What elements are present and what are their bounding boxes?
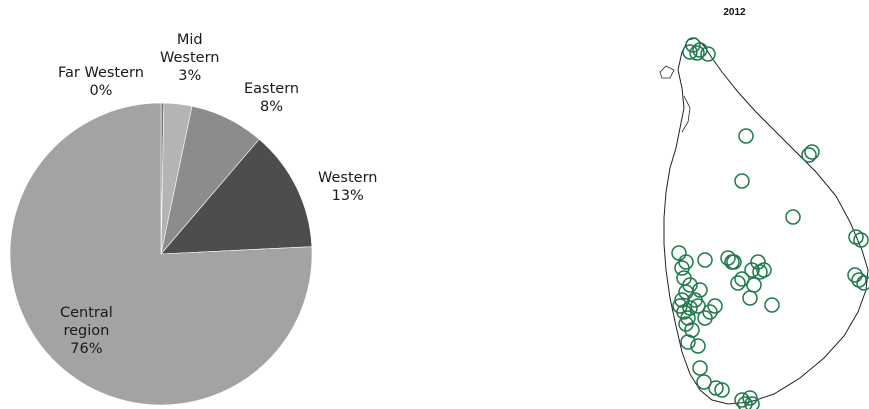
map-marker bbox=[847, 267, 863, 283]
map-marker bbox=[730, 275, 746, 291]
map-marker bbox=[697, 252, 713, 268]
pie-label-eastern: Eastern 8% bbox=[244, 81, 300, 115]
map-title: 2012 bbox=[723, 7, 746, 18]
map-marker bbox=[671, 245, 687, 261]
map-marker bbox=[680, 334, 696, 350]
map-marker bbox=[700, 46, 716, 62]
map-marker bbox=[692, 282, 708, 298]
pie-label-mid-western: Mid Western 3% bbox=[160, 32, 220, 84]
map-marker bbox=[804, 144, 820, 160]
pie-chart bbox=[9, 102, 313, 406]
pie-label-central-region: Central region 76% bbox=[60, 305, 113, 357]
map-marker bbox=[734, 271, 750, 287]
pie-label-far-western: Far Western 0% bbox=[58, 65, 144, 99]
map-marker bbox=[678, 316, 694, 332]
sri-lanka-map bbox=[659, 37, 869, 409]
map-marker bbox=[785, 209, 801, 225]
map-marker bbox=[851, 272, 867, 288]
map-marker bbox=[707, 298, 723, 314]
map-marker bbox=[750, 254, 766, 270]
coastline-outline bbox=[663, 37, 869, 405]
map-marker bbox=[696, 374, 712, 390]
map-marker bbox=[674, 292, 690, 308]
coastline-peninsula bbox=[659, 65, 691, 133]
map-marker bbox=[853, 232, 869, 248]
map-marker bbox=[702, 304, 718, 320]
map-marker bbox=[724, 254, 740, 270]
map-marker bbox=[738, 128, 754, 144]
map-marker bbox=[692, 360, 708, 376]
map-marker bbox=[690, 298, 706, 314]
map-marker bbox=[690, 338, 706, 354]
map-marker bbox=[714, 382, 730, 398]
pie-slice-central-region bbox=[9, 102, 313, 406]
map-marker bbox=[756, 262, 772, 278]
map-scatter-panel: 2012 bbox=[600, 0, 869, 409]
map-marker bbox=[708, 380, 724, 396]
map-marker bbox=[682, 300, 698, 316]
map-marker bbox=[734, 173, 750, 189]
map-marker bbox=[689, 45, 705, 61]
pie-chart-panel: Far Western 0% Mid Western 3% Eastern 8% Wes… bbox=[0, 0, 420, 409]
map-marker bbox=[682, 44, 698, 60]
map-marker bbox=[742, 290, 758, 306]
pie-slice-western bbox=[160, 138, 313, 255]
map-marker bbox=[744, 262, 760, 278]
map-marker bbox=[734, 392, 750, 408]
map-marker bbox=[744, 396, 760, 409]
map-marker bbox=[674, 260, 690, 276]
map-marker bbox=[697, 310, 713, 326]
map-marker bbox=[764, 297, 780, 313]
map-marker bbox=[801, 147, 817, 163]
map-marker bbox=[692, 42, 708, 58]
map-marker bbox=[737, 396, 753, 409]
pie-label-western: Western 13% bbox=[318, 170, 378, 204]
